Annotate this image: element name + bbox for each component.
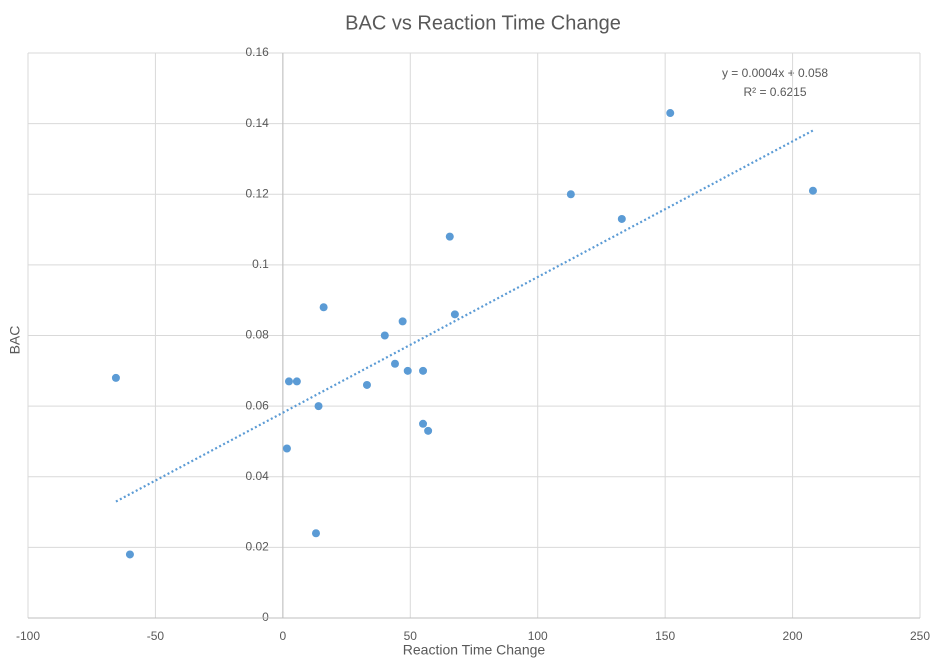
- scatter-point: [398, 317, 407, 326]
- scatter-point: [617, 214, 626, 223]
- scatter-point: [125, 550, 134, 559]
- x-tick-label: 100: [528, 629, 548, 643]
- x-tick-label: 50: [404, 629, 418, 643]
- x-tick-label: -100: [16, 629, 40, 643]
- y-axis-title: BAC: [7, 326, 23, 355]
- trendline-equation: y = 0.0004x + 0.058: [722, 66, 828, 80]
- scatter-point: [311, 529, 320, 538]
- scatter-point: [450, 310, 459, 319]
- scatter-point: [445, 232, 454, 241]
- scatter-point: [419, 366, 428, 375]
- trendline-r-squared: R² = 0.6215: [743, 85, 806, 99]
- scatter-point: [380, 331, 389, 340]
- scatter-point: [566, 190, 575, 199]
- y-tick-label: 0.08: [245, 328, 269, 342]
- y-tick-label: 0.14: [245, 116, 269, 130]
- y-tick-label: 0.04: [245, 469, 269, 483]
- y-tick-label: 0.16: [245, 45, 269, 59]
- x-tick-label: -50: [147, 629, 165, 643]
- y-tick-label: 0: [262, 610, 269, 624]
- y-tick-label: 0.02: [245, 540, 269, 554]
- x-axis-title: Reaction Time Change: [403, 642, 546, 658]
- scatter-point: [666, 109, 675, 118]
- scatter-point: [390, 359, 399, 368]
- scatter-point: [292, 377, 301, 386]
- x-tick-label: 150: [655, 629, 675, 643]
- x-tick-label: 250: [910, 629, 930, 643]
- x-tick-label: 200: [783, 629, 803, 643]
- scatter-point: [808, 186, 817, 195]
- y-tick-label: 0.06: [245, 398, 269, 412]
- y-tick-label: 0.12: [245, 186, 269, 200]
- trendline: [115, 129, 814, 503]
- scatter-point: [403, 366, 412, 375]
- scatter-point: [111, 373, 120, 382]
- scatter-point: [282, 444, 291, 453]
- scatter-point: [424, 426, 433, 435]
- scatter-point: [319, 303, 328, 312]
- scatter-point: [284, 377, 293, 386]
- scatter-point: [419, 419, 428, 428]
- x-tick-label: 0: [280, 629, 287, 643]
- scatter-point: [362, 380, 371, 389]
- y-tick-label: 0.1: [252, 257, 269, 271]
- scatter-point: [314, 402, 323, 411]
- chart-title: BAC vs Reaction Time Change: [345, 12, 621, 34]
